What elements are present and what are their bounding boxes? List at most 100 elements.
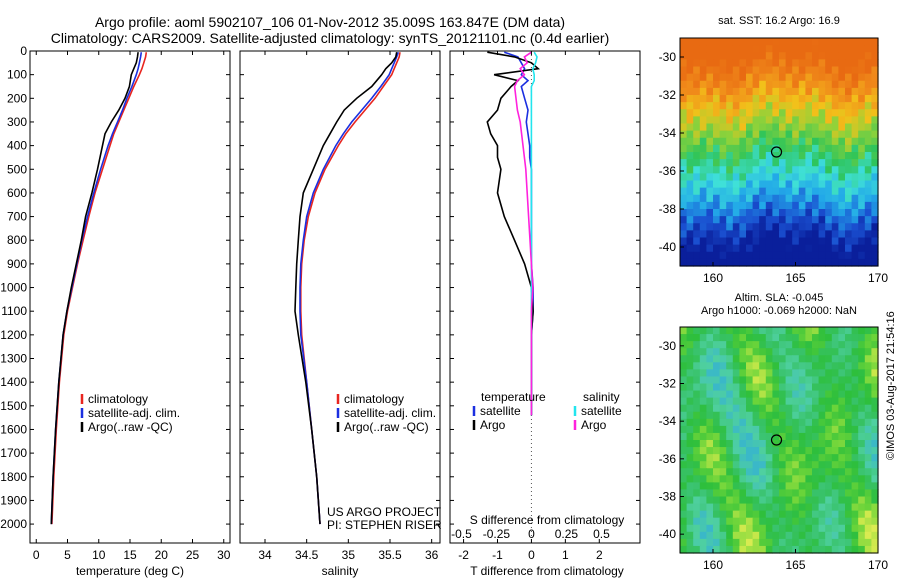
sla-map-cell — [805, 334, 813, 342]
sst-map-cell — [719, 216, 727, 224]
sla-map-cell — [739, 334, 747, 342]
sst-map-cell — [719, 194, 727, 203]
sst-map-cell — [759, 45, 767, 53]
sst-map-cell — [851, 230, 859, 239]
sst-map-cell — [759, 52, 767, 60]
sla-map-cell — [726, 418, 734, 427]
sla-map-cell — [759, 376, 767, 385]
sla-map-cell — [752, 482, 760, 491]
sst-map-cell — [779, 102, 787, 110]
temperature-x-tick-label: 20 — [155, 548, 169, 562]
sla-map-cell — [746, 538, 754, 547]
sst-map-cell — [864, 66, 872, 75]
sst-map-cell — [825, 87, 833, 96]
sla-map-cell — [838, 334, 846, 342]
sst-map-cell — [871, 230, 879, 239]
sst-map-cell — [765, 230, 773, 239]
sla-map-cell — [831, 341, 839, 349]
sst-map-cell — [792, 95, 800, 103]
sst-map-cell — [713, 152, 721, 160]
sla-map-cell — [759, 447, 767, 455]
sst-map-cell — [798, 201, 806, 210]
sst-map-cell — [699, 201, 707, 210]
sst-map-cell — [845, 244, 853, 253]
sst-map-cell — [765, 116, 773, 125]
sla-map-cell — [858, 334, 866, 342]
sla-map-cell — [680, 538, 688, 547]
sla-map-cell — [726, 531, 734, 540]
sla-map-cell — [752, 390, 760, 399]
depth-tick-label: 800 — [7, 233, 27, 247]
sla-map-cell — [772, 496, 780, 505]
sst-map-cell — [871, 123, 879, 132]
sst-map-cell — [812, 45, 820, 53]
sst-map-cell — [858, 223, 866, 231]
sst-map-cell — [719, 166, 727, 174]
sla-map-panel: Altim. SLA: -0.045 Argo h1000: -0.069 h20… — [640, 290, 890, 580]
sst-map-cell — [779, 180, 787, 189]
sst-map-cell — [693, 159, 701, 167]
sst-map-cell — [838, 251, 846, 260]
sla-map-cell — [825, 524, 833, 533]
sst-map-cell — [871, 201, 879, 210]
sla-map-cell — [693, 461, 701, 469]
sst-map-cell — [858, 38, 866, 46]
sla-map-cell — [779, 362, 787, 370]
sst-map-cell — [713, 166, 721, 174]
sst-map-cell — [732, 102, 740, 110]
sla-map-cell — [864, 503, 872, 512]
temperature-plot-frame — [29, 50, 231, 544]
sst-map-cell — [693, 59, 701, 68]
sst-map-cell — [759, 209, 767, 217]
sst-map-cell — [732, 258, 740, 267]
sst-map-cell — [851, 137, 859, 146]
sla-map-cell — [871, 362, 879, 370]
sla-map-cell — [746, 496, 754, 505]
sst-map-cell — [693, 230, 701, 239]
sst-map-cell — [871, 187, 879, 196]
sla-map-cell — [805, 432, 813, 441]
sla-map-cell — [812, 489, 820, 498]
sst-map-y-tick-label: -30 — [659, 50, 677, 64]
sst-map-cell — [746, 52, 754, 60]
sla-map-cell — [752, 503, 760, 512]
sst-map-cell — [851, 251, 859, 260]
sla-map-cell — [825, 411, 833, 420]
sst-map-cell — [838, 52, 846, 60]
sst-map-cell — [739, 230, 747, 239]
sst-map-cell — [812, 80, 820, 89]
sst-map-cell — [845, 95, 853, 103]
sst-map-cell — [759, 109, 767, 117]
sla-map-cell — [732, 510, 740, 519]
sla-map-cell — [686, 369, 694, 378]
project-annotation: US ARGO PROJECT — [327, 505, 442, 519]
sla-map-cell — [713, 355, 721, 363]
sst-map-cell — [871, 244, 879, 253]
sst-map-cell — [864, 223, 872, 231]
sla-map-cell — [772, 341, 780, 349]
sla-map-cell — [812, 341, 820, 349]
sla-map-cell — [706, 418, 714, 427]
sst-map-cell — [825, 80, 833, 89]
sst-map-cell — [746, 230, 754, 239]
sst-map-cell — [845, 80, 853, 89]
sst-map-cell — [686, 173, 694, 182]
sst-map-cell — [772, 52, 780, 60]
sst-map-cell — [713, 230, 721, 239]
depth-tick-label: 1200 — [0, 328, 27, 342]
sla-map-cell — [765, 468, 773, 476]
sla-map-cell — [825, 390, 833, 399]
sla-map-cell — [752, 496, 760, 505]
sla-map-cell — [765, 432, 773, 441]
sla-map-cell — [805, 418, 813, 427]
sla-map-cell — [792, 482, 800, 491]
sst-map-cell — [805, 45, 813, 53]
sla-map-cell — [726, 348, 734, 356]
sst-map-cell — [699, 59, 707, 68]
sla-map-cell — [752, 397, 760, 406]
sla-map-cell — [831, 327, 839, 335]
sst-map-cell — [719, 258, 727, 267]
sst-map-cell — [838, 180, 846, 189]
sla-map-cell — [858, 355, 866, 363]
sst-map-cell — [706, 251, 714, 260]
